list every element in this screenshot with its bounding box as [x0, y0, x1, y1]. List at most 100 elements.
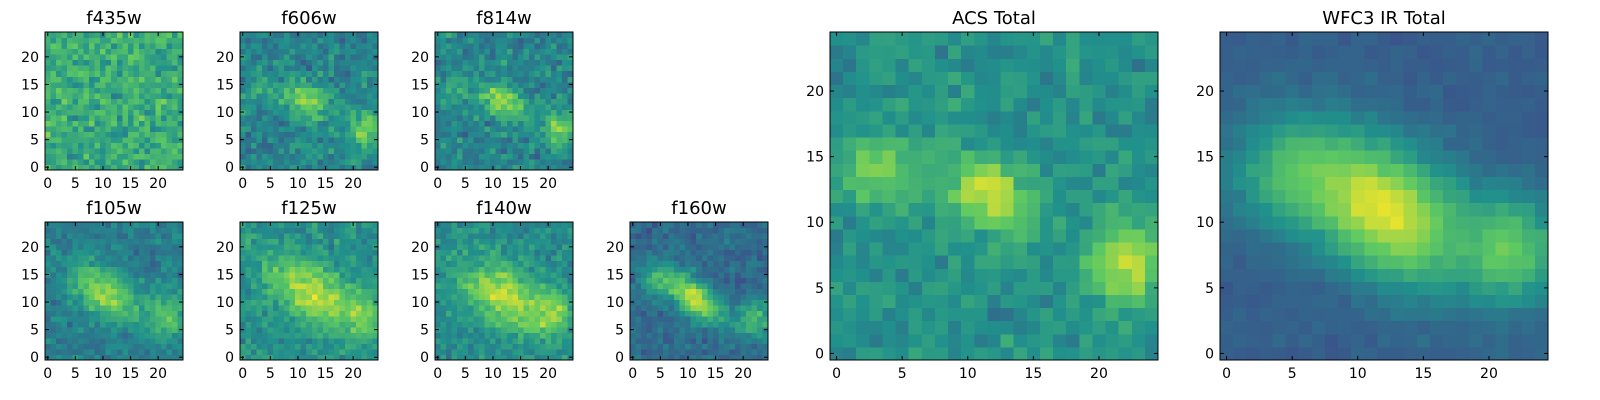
heatmap-cell — [517, 337, 524, 345]
heatmap-cell — [116, 87, 123, 94]
heatmap-cell — [240, 98, 247, 105]
heatmap-cell — [895, 333, 910, 348]
heatmap-cell — [56, 70, 63, 77]
heatmap-cell — [663, 255, 670, 262]
heatmap-cell — [1026, 346, 1041, 361]
heatmap-cell — [89, 76, 96, 83]
heatmap-cell — [729, 266, 736, 273]
heatmap-cell — [534, 37, 541, 44]
heatmap-cell — [339, 147, 346, 155]
heatmap-cell — [149, 304, 156, 311]
heatmap-cell — [289, 332, 296, 339]
heatmap-cell — [1053, 202, 1067, 217]
heatmap-cell — [295, 65, 302, 72]
heatmap-cell — [333, 227, 340, 234]
heatmap-cell — [1144, 228, 1159, 243]
heatmap-cell — [462, 238, 469, 245]
heatmap-cell — [267, 288, 274, 295]
heatmap-cell — [479, 65, 486, 72]
heatmap-cell — [350, 299, 357, 306]
heatmap-cell — [539, 120, 546, 127]
heatmap-cell — [339, 332, 346, 339]
heatmap-cell — [289, 76, 296, 83]
heatmap-cell — [484, 81, 491, 88]
heatmap-cell — [987, 215, 1002, 230]
heatmap-cell — [484, 65, 491, 72]
x-tick-label: 10 — [484, 176, 502, 192]
heatmap-cell — [457, 142, 464, 149]
heatmap-cell — [484, 222, 491, 229]
heatmap-cell — [745, 271, 753, 278]
heatmap-cell — [311, 125, 318, 132]
heatmap-cell — [273, 48, 280, 55]
heatmap-cell — [67, 92, 74, 99]
heatmap-cell — [512, 114, 519, 121]
heatmap-cell — [50, 125, 57, 132]
heatmap-cell — [45, 233, 52, 240]
x-tick-label: 0 — [628, 366, 637, 382]
heatmap-cell — [462, 65, 469, 72]
heatmap-cell — [556, 125, 563, 132]
heatmap-cell — [144, 92, 151, 99]
heatmap-cell — [116, 299, 123, 306]
heatmap-cell — [133, 310, 140, 317]
heatmap-cell — [339, 249, 346, 256]
heatmap-cell — [256, 37, 263, 44]
heatmap-cell — [262, 233, 269, 240]
heatmap-cell — [289, 120, 296, 127]
heatmap-cell — [446, 70, 453, 77]
heatmap-cell — [690, 282, 697, 289]
heatmap-cell — [646, 326, 653, 333]
heatmap-cell — [160, 337, 168, 345]
heatmap-cell — [696, 277, 703, 284]
heatmap-cell — [89, 288, 96, 295]
heatmap-cell — [462, 337, 469, 345]
heatmap-cell — [83, 32, 90, 39]
heatmap-cell — [740, 348, 747, 356]
heatmap-cell — [1105, 215, 1120, 230]
heatmap-cell — [1000, 294, 1015, 309]
heatmap-cell — [1118, 241, 1133, 256]
y-tick-label: 10 — [606, 295, 624, 311]
heatmap-cell — [361, 109, 368, 116]
heatmap-cell — [138, 326, 145, 333]
heatmap-cell — [668, 282, 675, 289]
heatmap-cell — [987, 333, 1002, 348]
heatmap-cell — [127, 227, 134, 234]
heatmap-cell — [490, 238, 497, 245]
heatmap-cell — [67, 125, 74, 132]
heatmap-cell — [479, 277, 486, 284]
heatmap-cell — [45, 131, 52, 138]
heatmap-cell — [138, 348, 145, 356]
heatmap-cell — [284, 321, 291, 328]
heatmap-cell — [440, 249, 447, 256]
heatmap-cell — [256, 244, 263, 251]
heatmap-cell — [550, 321, 558, 328]
heatmap-cell — [451, 87, 458, 94]
heatmap-cell — [339, 98, 346, 105]
heatmap-cell — [1118, 176, 1133, 191]
heatmap-cell — [468, 266, 475, 273]
heatmap-cell — [67, 59, 74, 66]
heatmap-cell — [490, 109, 497, 116]
heatmap-cell — [528, 76, 535, 83]
heatmap-cell — [111, 109, 118, 116]
heatmap-cell — [116, 54, 123, 61]
heatmap-cell — [895, 346, 910, 361]
heatmap-cell — [987, 176, 1002, 191]
heatmap-cell — [468, 120, 475, 127]
heatmap-cell — [479, 120, 486, 127]
heatmap-cell — [256, 87, 263, 94]
heatmap-cell — [328, 76, 335, 83]
heatmap-cell — [306, 164, 313, 171]
heatmap-cell — [105, 271, 112, 278]
heatmap-cell — [284, 114, 291, 121]
heatmap-cell — [333, 87, 340, 94]
heatmap-cell — [495, 244, 502, 251]
heatmap-cell — [278, 315, 285, 322]
heatmap-cell — [523, 288, 530, 295]
heatmap-cell — [105, 249, 112, 256]
heatmap-cell — [300, 271, 307, 278]
heatmap-cell — [72, 255, 79, 262]
heatmap-cell — [495, 227, 502, 234]
